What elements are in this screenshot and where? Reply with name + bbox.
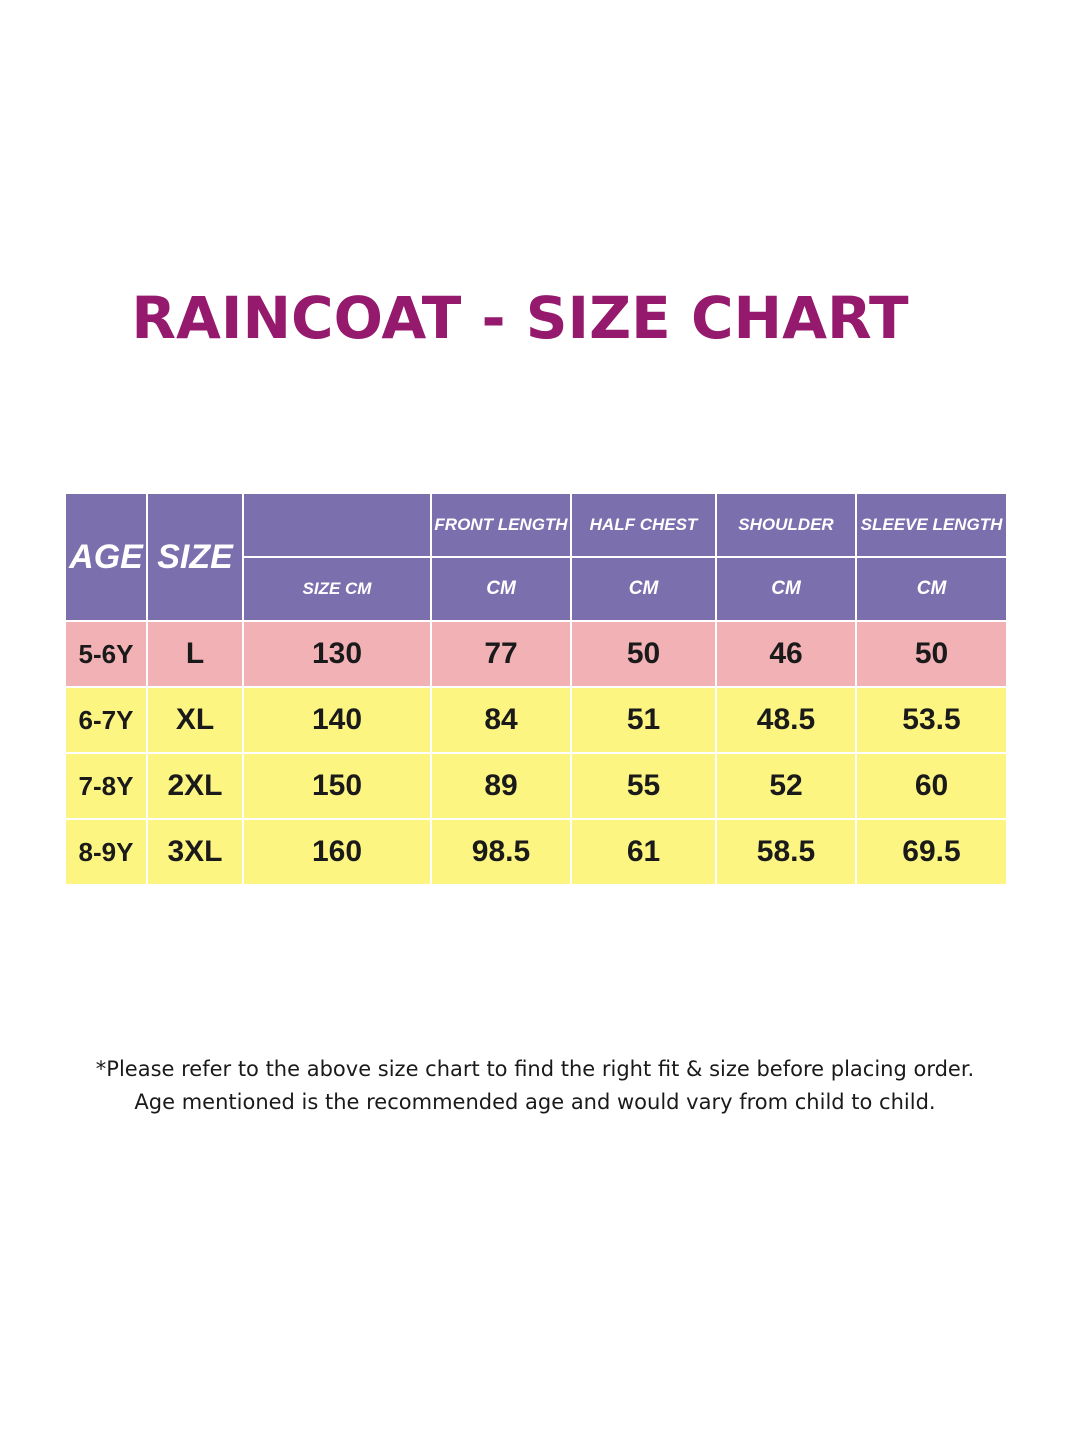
header-front-length: FRONT LENGTH bbox=[430, 492, 572, 558]
size-chart-table: AGE SIZE FRONT LENGTH HALF CHEST SHOULDE… bbox=[64, 492, 1008, 886]
header-row-labels: AGE SIZE FRONT LENGTH HALF CHEST SHOULDE… bbox=[64, 492, 1008, 622]
cell-sleeve-length: 69.5 bbox=[855, 818, 1008, 886]
cell-age: 5-6Y bbox=[64, 620, 148, 688]
header-size-cm-blank bbox=[242, 492, 432, 558]
cell-size-cm: 160 bbox=[242, 818, 432, 886]
cell-size: XL bbox=[146, 686, 244, 754]
cell-half-chest: 55 bbox=[570, 752, 717, 820]
unit-sleeve-length: CM bbox=[855, 556, 1008, 622]
unit-half-chest: CM bbox=[570, 556, 717, 622]
table-row: 7-8Y 2XL 150 89 55 52 60 bbox=[64, 752, 1008, 820]
footnote-line-1: *Please refer to the above size chart to… bbox=[95, 1057, 975, 1081]
cell-sleeve-length: 60 bbox=[855, 752, 1008, 820]
cell-front-length: 89 bbox=[430, 752, 572, 820]
table-row: 6-7Y XL 140 84 51 48.5 53.5 bbox=[64, 686, 1008, 754]
cell-shoulder: 58.5 bbox=[715, 818, 857, 886]
header-shoulder: SHOULDER bbox=[715, 492, 857, 558]
cell-age: 8-9Y bbox=[64, 818, 148, 886]
cell-size: 3XL bbox=[146, 818, 244, 886]
cell-size-cm: 140 bbox=[242, 686, 432, 754]
header-sleeve-length: SLEEVE LENGTH bbox=[855, 492, 1008, 558]
cell-front-length: 84 bbox=[430, 686, 572, 754]
unit-front-length: CM bbox=[430, 556, 572, 622]
page-title: RAINCOAT - SIZE CHART bbox=[131, 284, 909, 352]
table-row: 8-9Y 3XL 160 98.5 61 58.5 69.5 bbox=[64, 818, 1008, 886]
cell-half-chest: 51 bbox=[570, 686, 717, 754]
footnote-line-2: Age mentioned is the recommended age and… bbox=[134, 1090, 936, 1114]
header-age: AGE bbox=[64, 492, 148, 622]
cell-sleeve-length: 50 bbox=[855, 620, 1008, 688]
cell-size: L bbox=[146, 620, 244, 688]
cell-size-cm: 130 bbox=[242, 620, 432, 688]
cell-age: 6-7Y bbox=[64, 686, 148, 754]
cell-front-length: 77 bbox=[430, 620, 572, 688]
cell-shoulder: 48.5 bbox=[715, 686, 857, 754]
header-size-cm: SIZE CM bbox=[242, 556, 432, 622]
cell-half-chest: 50 bbox=[570, 620, 717, 688]
unit-shoulder: CM bbox=[715, 556, 857, 622]
cell-front-length: 98.5 bbox=[430, 818, 572, 886]
cell-size: 2XL bbox=[146, 752, 244, 820]
header-half-chest: HALF CHEST bbox=[570, 492, 717, 558]
cell-half-chest: 61 bbox=[570, 818, 717, 886]
cell-shoulder: 46 bbox=[715, 620, 857, 688]
table-row: 5-6Y L 130 77 50 46 50 bbox=[64, 620, 1008, 688]
cell-sleeve-length: 53.5 bbox=[855, 686, 1008, 754]
header-row-units: SIZE CM CM CM CM CM bbox=[65, 556, 1008, 622]
header-size: SIZE bbox=[146, 492, 244, 622]
cell-shoulder: 52 bbox=[715, 752, 857, 820]
cell-size-cm: 150 bbox=[242, 752, 432, 820]
cell-age: 7-8Y bbox=[64, 752, 148, 820]
